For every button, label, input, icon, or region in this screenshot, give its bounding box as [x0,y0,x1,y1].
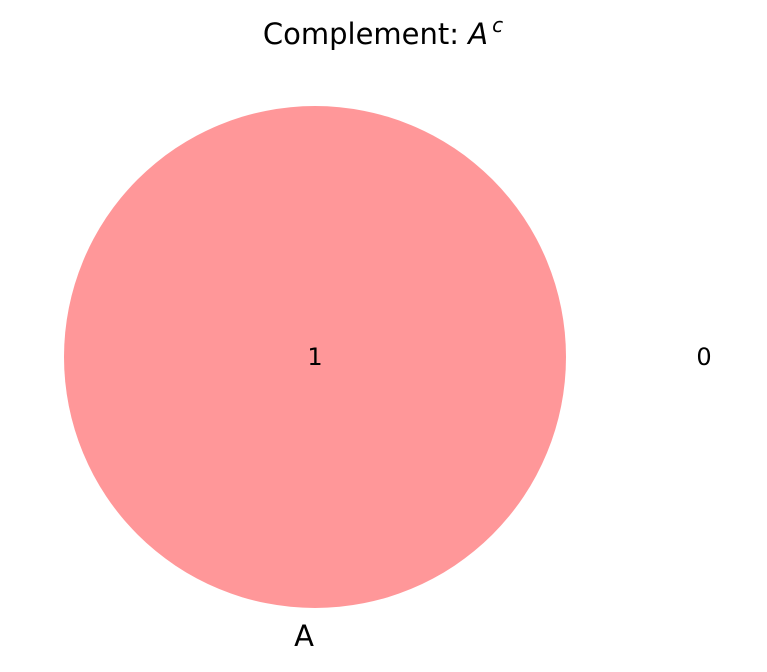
region-outside-a-label: 0 [696,343,711,371]
region-inside-a-label: 1 [307,343,322,371]
set-a-label: A [294,619,314,653]
title-prefix: Complement: [263,17,468,51]
title-set: A [466,17,488,51]
set-a-circle [64,106,566,608]
title-superscript: c [492,13,503,37]
